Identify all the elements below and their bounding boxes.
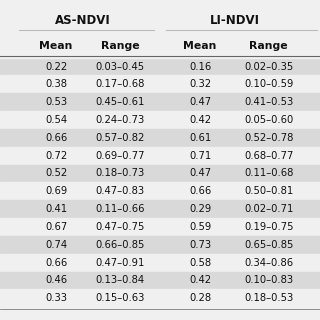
Bar (0, 147, 320, 164)
Bar (0, 34, 320, 58)
Text: 0.61: 0.61 (189, 133, 211, 143)
Bar (0, 289, 320, 307)
Text: 0.03–0.45: 0.03–0.45 (95, 61, 145, 71)
Text: 0.05–0.60: 0.05–0.60 (244, 115, 293, 125)
Text: 0.52–0.78: 0.52–0.78 (244, 133, 293, 143)
Bar (0, 200, 320, 218)
Text: 0.67: 0.67 (45, 222, 67, 232)
Text: 0.57–0.82: 0.57–0.82 (95, 133, 145, 143)
Bar (0, 93, 320, 111)
Text: 0.18–0.53: 0.18–0.53 (244, 293, 293, 303)
Text: 0.33: 0.33 (45, 293, 67, 303)
Bar (0, 254, 320, 272)
Text: 0.73: 0.73 (189, 240, 211, 250)
Text: 0.29: 0.29 (189, 204, 211, 214)
Text: 0.68–0.77: 0.68–0.77 (244, 151, 293, 161)
Text: 0.28: 0.28 (189, 293, 211, 303)
Text: 0.65–0.85: 0.65–0.85 (244, 240, 293, 250)
Text: 0.42: 0.42 (189, 115, 211, 125)
Text: 0.42: 0.42 (189, 276, 211, 285)
Text: 0.66: 0.66 (189, 186, 211, 196)
Text: 0.53: 0.53 (45, 97, 67, 107)
Bar (0, 111, 320, 129)
Text: Mean: Mean (183, 41, 217, 51)
Text: Mean: Mean (39, 41, 73, 51)
Text: 0.22: 0.22 (45, 61, 67, 71)
Text: LI-NDVI: LI-NDVI (210, 14, 260, 27)
Text: 0.69–0.77: 0.69–0.77 (95, 151, 145, 161)
Text: 0.66: 0.66 (45, 133, 67, 143)
Bar (0, 236, 320, 254)
Bar (0, 218, 320, 236)
Text: 0.34–0.86: 0.34–0.86 (244, 258, 293, 268)
Bar (0, 58, 320, 76)
Text: 0.17–0.68: 0.17–0.68 (95, 79, 145, 89)
Bar (0, 182, 320, 200)
Text: 0.72: 0.72 (45, 151, 67, 161)
Text: 0.24–0.73: 0.24–0.73 (95, 115, 145, 125)
Text: AS-NDVI: AS-NDVI (55, 14, 111, 27)
Text: 0.47–0.83: 0.47–0.83 (95, 186, 145, 196)
Text: 0.10–0.83: 0.10–0.83 (244, 276, 293, 285)
Text: 0.47: 0.47 (189, 97, 211, 107)
Text: 0.11–0.68: 0.11–0.68 (244, 169, 293, 179)
Text: 0.15–0.63: 0.15–0.63 (95, 293, 145, 303)
Text: 0.47: 0.47 (189, 169, 211, 179)
Text: 0.02–0.35: 0.02–0.35 (244, 61, 293, 71)
Text: 0.74: 0.74 (45, 240, 67, 250)
Text: 0.46: 0.46 (45, 276, 67, 285)
Bar (0, 129, 320, 147)
Text: 0.54: 0.54 (45, 115, 67, 125)
Text: 0.45–0.61: 0.45–0.61 (95, 97, 145, 107)
Text: 0.41–0.53: 0.41–0.53 (244, 97, 293, 107)
Text: 0.52: 0.52 (45, 169, 67, 179)
Text: 0.19–0.75: 0.19–0.75 (244, 222, 293, 232)
Text: 0.02–0.71: 0.02–0.71 (244, 204, 293, 214)
Text: 0.38: 0.38 (45, 79, 67, 89)
Text: 0.58: 0.58 (189, 258, 211, 268)
Text: Range: Range (101, 41, 139, 51)
Text: Range: Range (250, 41, 288, 51)
Text: 0.13–0.84: 0.13–0.84 (95, 276, 145, 285)
Text: 0.32: 0.32 (189, 79, 211, 89)
Text: 0.11–0.66: 0.11–0.66 (95, 204, 145, 214)
Text: 0.41: 0.41 (45, 204, 67, 214)
Text: 0.18–0.73: 0.18–0.73 (95, 169, 145, 179)
Text: 0.50–0.81: 0.50–0.81 (244, 186, 293, 196)
Text: 0.10–0.59: 0.10–0.59 (244, 79, 293, 89)
Bar (0, 272, 320, 289)
Bar (0, 164, 320, 182)
Text: 0.16: 0.16 (189, 61, 211, 71)
Bar (0, 8, 320, 34)
Bar (0, 76, 320, 93)
Text: 0.66–0.85: 0.66–0.85 (95, 240, 145, 250)
Text: 0.59: 0.59 (189, 222, 211, 232)
Text: 0.47–0.75: 0.47–0.75 (95, 222, 145, 232)
Text: 0.69: 0.69 (45, 186, 67, 196)
Text: 0.66: 0.66 (45, 258, 67, 268)
Text: 0.71: 0.71 (189, 151, 211, 161)
Text: 0.47–0.91: 0.47–0.91 (95, 258, 145, 268)
